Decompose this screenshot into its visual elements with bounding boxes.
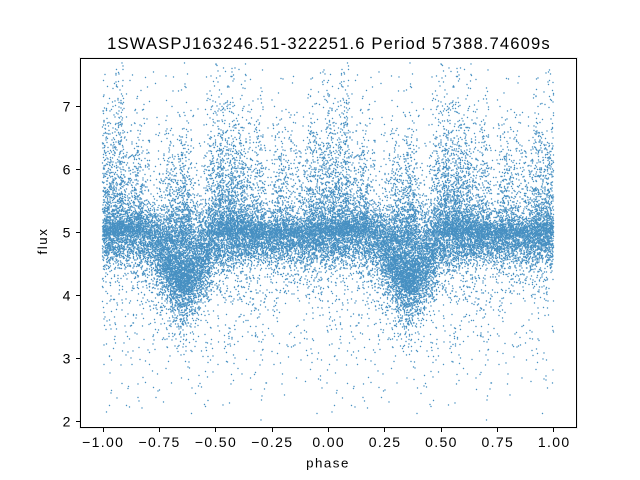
svg-text:−1.00: −1.00 <box>82 434 124 450</box>
svg-text:4: 4 <box>63 288 71 304</box>
svg-text:0.75: 0.75 <box>481 434 514 450</box>
svg-text:1SWASPJ163246.51-322251.6 Peri: 1SWASPJ163246.51-322251.6 Period 57388.7… <box>107 34 551 53</box>
svg-text:−0.25: −0.25 <box>251 434 293 450</box>
svg-text:3: 3 <box>63 351 71 367</box>
svg-text:phase: phase <box>306 455 350 470</box>
svg-text:0.25: 0.25 <box>369 434 402 450</box>
svg-text:0.50: 0.50 <box>425 434 458 450</box>
svg-text:0.00: 0.00 <box>312 434 345 450</box>
svg-text:−0.50: −0.50 <box>195 434 237 450</box>
svg-text:5: 5 <box>63 225 71 241</box>
svg-text:2: 2 <box>63 414 71 430</box>
svg-text:7: 7 <box>63 99 71 115</box>
svg-text:−0.75: −0.75 <box>139 434 181 450</box>
svg-text:flux: flux <box>35 227 50 254</box>
svg-text:6: 6 <box>63 162 71 178</box>
svg-text:1.00: 1.00 <box>538 434 571 450</box>
